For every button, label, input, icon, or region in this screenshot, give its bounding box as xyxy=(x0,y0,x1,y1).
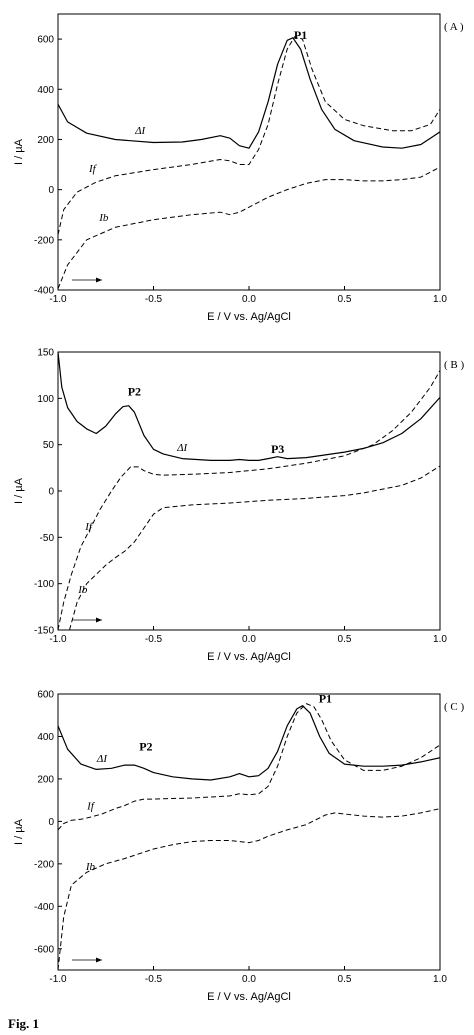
annotation-label: ΔI xyxy=(96,753,108,765)
series-line-2 xyxy=(58,370,440,630)
y-tick-label: 200 xyxy=(37,135,54,146)
y-tick-label: 100 xyxy=(37,394,54,405)
x-tick-label: 1.0 xyxy=(433,294,447,305)
x-tick-label: 0.5 xyxy=(338,634,352,645)
y-tick-label: -200 xyxy=(34,859,54,870)
annotation-label: If xyxy=(84,521,94,533)
scan-direction-arrow-icon xyxy=(72,277,102,283)
y-tick-label: 0 xyxy=(48,185,54,196)
x-tick-label: -0.5 xyxy=(145,634,163,645)
annotation-label: If xyxy=(88,163,98,175)
y-tick-label: 400 xyxy=(37,85,54,96)
panel-label: ( B ) xyxy=(444,359,465,371)
y-tick-label: -400 xyxy=(34,286,54,297)
annotation-label: P2 xyxy=(139,739,152,753)
y-tick-label: -200 xyxy=(34,235,54,246)
chart-panel-1: -1.0 -0.5 0.0 0.5 1.0 -400 -200 0 200 400 600 E / V… xyxy=(13,13,464,323)
y-tick-label: -600 xyxy=(34,944,54,955)
panel-label: ( C ) xyxy=(444,701,465,713)
plot-frame xyxy=(57,351,441,631)
x-tick-label: 0.5 xyxy=(338,974,352,985)
scan-direction-arrow-icon xyxy=(72,957,102,963)
y-tick-label: 50 xyxy=(43,440,55,451)
x-tick-label: 0.0 xyxy=(242,974,256,985)
series-line-1 xyxy=(58,37,440,149)
plot-frame xyxy=(57,13,441,291)
y-tick-label: 200 xyxy=(37,774,54,785)
annotation-label: Ib xyxy=(98,212,109,224)
x-axis-label: E / V vs. Ag/AgCl xyxy=(207,311,291,323)
annotation-label: ΔI xyxy=(176,442,188,454)
x-tick-label: 1.0 xyxy=(433,634,447,645)
panel-label: ( A ) xyxy=(444,21,464,33)
y-tick-label: 400 xyxy=(37,732,54,743)
y-tick-label: 0 xyxy=(48,817,54,828)
x-tick-label: 0.0 xyxy=(242,634,256,645)
annotation-label: If xyxy=(86,801,96,813)
x-tick-label: 0.5 xyxy=(338,294,352,305)
chart-panel-2: -1.0 -0.5 0.0 0.5 1.0 -150 -100 -50 0 50 100 150 E /… xyxy=(13,348,465,664)
series-line-2 xyxy=(58,703,440,831)
annotation-label: P1 xyxy=(319,691,332,705)
series-line-1 xyxy=(58,705,440,781)
x-axis-label: E / V vs. Ag/AgCl xyxy=(207,651,291,663)
y-tick-label: 0 xyxy=(48,487,54,498)
plot-frame xyxy=(57,693,441,971)
y-tick-label: 600 xyxy=(37,690,54,701)
annotation-label: P1 xyxy=(294,28,307,42)
y-tick-label: 150 xyxy=(37,348,54,359)
x-tick-label: -1.0 xyxy=(49,294,67,305)
series-line-3 xyxy=(69,465,440,630)
figure-caption: Fig. 1 xyxy=(8,1016,39,1031)
chart-panel-3: -1.0 -0.5 0.0 0.5 1.0 -600 -400 -200 0 200 400 600 E… xyxy=(13,690,465,1004)
y-tick-label: -150 xyxy=(34,626,54,637)
x-tick-label: 1.0 xyxy=(433,974,447,985)
x-axis-label: E / V vs. Ag/AgCl xyxy=(207,991,291,1003)
series-line-2 xyxy=(58,36,440,235)
x-tick-label: 0.0 xyxy=(242,294,256,305)
x-tick-label: -1.0 xyxy=(49,974,67,985)
y-tick-label: -400 xyxy=(34,902,54,913)
series-line-3 xyxy=(58,808,440,970)
annotation-label: Ib xyxy=(77,584,88,596)
y-axis-label: I / µA xyxy=(13,477,25,504)
annotation-label: P3 xyxy=(271,442,284,456)
annotation-label: ΔI xyxy=(134,125,146,137)
y-axis-label: I / µA xyxy=(13,138,25,165)
y-tick-label: -100 xyxy=(34,579,54,590)
x-tick-label: -0.5 xyxy=(145,974,163,985)
y-tick-label: -50 xyxy=(40,533,55,544)
annotation-label: Ib xyxy=(85,861,96,873)
y-tick-label: 600 xyxy=(37,35,54,46)
annotation-label: P2 xyxy=(128,385,141,399)
x-tick-label: -0.5 xyxy=(145,294,163,305)
y-axis-label: I / µA xyxy=(13,818,25,845)
x-tick-label: -1.0 xyxy=(49,634,67,645)
series-line-1 xyxy=(58,352,440,461)
series-line-3 xyxy=(58,166,440,289)
scan-direction-arrow-icon xyxy=(72,617,102,623)
